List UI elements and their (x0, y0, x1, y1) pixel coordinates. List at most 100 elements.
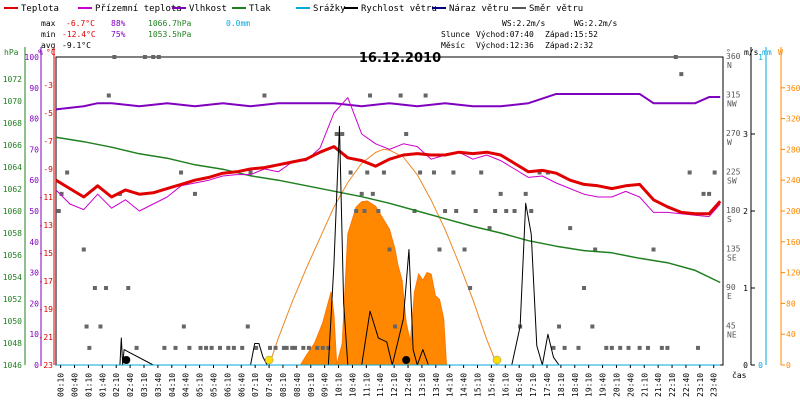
wind-direction-point (659, 345, 664, 350)
wind-direction-point (134, 345, 139, 350)
wind-direction-point (512, 209, 517, 213)
x-tick-label: 23:10 (696, 373, 705, 397)
wind-direction-point (267, 345, 272, 350)
wind-direction-point (301, 345, 306, 350)
wind-direction-point (381, 170, 386, 175)
wind-direction-point (84, 324, 89, 329)
x-tick-label: 18:10 (557, 373, 566, 397)
wind-direction-point (701, 191, 706, 196)
x-tick-label: 09:40 (321, 373, 330, 397)
x-tick-label: 15:10 (474, 373, 483, 397)
wind-direction-point (92, 286, 97, 290)
x-tick-label: 06:40 (237, 373, 246, 397)
wind-direction-point (106, 93, 111, 98)
wind-direction-point (493, 209, 498, 213)
wind-direction-point (359, 191, 364, 196)
hpa-tick-label: 1046 (3, 361, 22, 370)
percent-tick-label: 20 (29, 299, 39, 308)
hpa-tick-label: 1066 (3, 141, 22, 150)
wind-direction-point (673, 55, 678, 59)
wind-direction-point (562, 345, 567, 350)
wind-direction-point (423, 93, 428, 98)
x-tick-label: 10:10 (335, 373, 344, 397)
hpa-tick-label: 1050 (3, 317, 22, 326)
wind-direction-point (326, 345, 331, 350)
moon-set: Západ:2:32 (545, 41, 593, 50)
wind-direction-point (181, 324, 186, 329)
wind-direction-point (334, 132, 339, 136)
stat-avg-label: avg (41, 41, 56, 50)
x-tick-label: 20:10 (612, 373, 621, 397)
x-tick-label: 05:40 (209, 373, 218, 397)
x-tick-label: 00:10 (57, 373, 66, 397)
x-tick-label: 17:10 (529, 373, 538, 397)
temperature-line (55, 145, 722, 216)
direction-tick-name: N (727, 61, 732, 70)
wind-direction-point (226, 345, 231, 350)
x-tick-label: 21:40 (654, 373, 663, 397)
x-axis-label: čas (732, 370, 747, 380)
sun-tick-label: 80 (786, 299, 796, 308)
wind-direction-point (81, 247, 86, 252)
wind-direction-point (462, 247, 467, 252)
wind-direction-point (376, 209, 381, 213)
x-axis: 00:10 00:40 01:10 01:40 02:10 02:40 03:10 03:40… (57, 365, 747, 397)
wind-direction-point (173, 345, 178, 350)
wind-direction-point (387, 247, 392, 252)
hpa-tick-label: 1060 (3, 207, 22, 216)
x-tick-label: 08:40 (293, 373, 302, 397)
direction-tick-deg: 270 (726, 129, 741, 138)
wind-direction-point (404, 132, 409, 136)
celsius-tick-label: -9 (43, 165, 53, 174)
legend-label-srazky: Srážky (313, 4, 346, 14)
x-tick-label: 01:40 (98, 373, 107, 397)
wind-direction-point (473, 209, 478, 213)
x-tick-label: 04:10 (168, 373, 177, 397)
direction-tick-deg: 360 (726, 52, 741, 61)
x-tick-label: 23:40 (710, 373, 719, 397)
wind-direction-point (340, 132, 345, 136)
wind-direction-point (320, 345, 325, 350)
wind-direction-point (393, 324, 398, 329)
wind-direction-point (551, 345, 556, 350)
direction-tick-deg: 315 (726, 91, 741, 100)
legend: Teplota Přízemní teplota Vlhkost Tlak Srážky… (4, 4, 583, 14)
wind-direction-point (248, 170, 253, 175)
legend-label-vlhkost: Vlhkost (189, 4, 227, 14)
wind-direction-point (568, 226, 573, 231)
wind-direction-point (626, 345, 631, 350)
hpa-tick-label: 1052 (3, 295, 22, 304)
hpa-tick-label: 1048 (3, 339, 22, 348)
wind-direction-point (198, 345, 203, 350)
wind-direction-point (231, 345, 236, 350)
wind-direction-point (142, 55, 147, 59)
wind-direction-point (576, 345, 581, 350)
legend-label-rychlost: Rychlost větru (361, 4, 437, 14)
celsius-tick-label: -7 (43, 137, 53, 146)
percent-tick-label: 80 (29, 115, 39, 124)
percent-tick-label: 70 (29, 145, 39, 154)
direction-tick-name: NW (727, 100, 737, 109)
wind-direction-point (651, 247, 656, 252)
wind-direction-point (604, 345, 609, 350)
wind-direction-point (590, 324, 595, 329)
wind-direction-point (354, 209, 359, 213)
wind-direction-point (362, 209, 367, 213)
wind-direction-point (443, 209, 448, 213)
x-tick-label: 19:10 (585, 373, 594, 397)
wind-direction-point (665, 345, 670, 350)
wind-direction-point (254, 345, 259, 350)
legend-label-smer: Směr větru (529, 4, 583, 14)
celsius-tick-label: -5 (43, 109, 53, 118)
direction-tick-deg: 90 (726, 283, 736, 292)
wind-unit: m/s (744, 48, 759, 57)
wind-direction-point (162, 345, 167, 350)
wind-direction-point (451, 170, 456, 175)
x-tick-label: 19:40 (599, 373, 608, 397)
stat-min-humidity: 75% (111, 30, 126, 39)
x-tick-label: 03:40 (154, 373, 163, 397)
wind-direction-point (695, 345, 700, 350)
wind-tick-label: 3 (743, 130, 748, 139)
wind-direction-point (645, 345, 650, 350)
wind-direction-point (187, 345, 192, 350)
